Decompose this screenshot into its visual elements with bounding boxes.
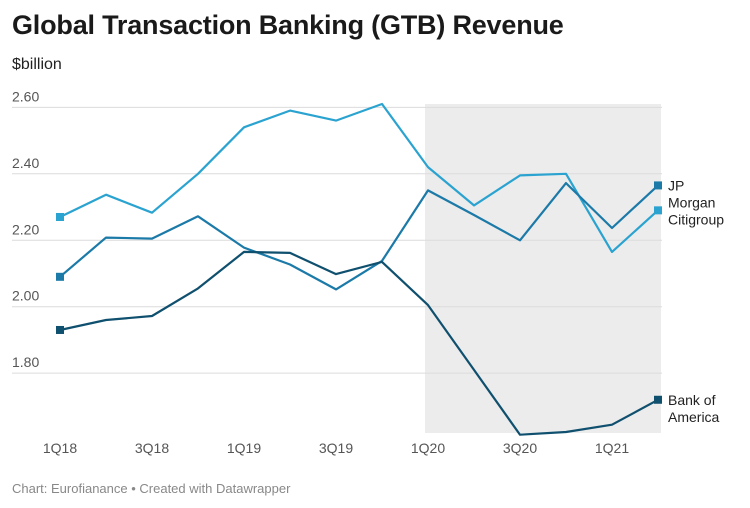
chart-subtitle: $billion: [12, 56, 62, 73]
y-tick-label: 2.40: [12, 155, 39, 171]
x-tick-label: 1Q18: [43, 440, 77, 456]
y-tick-label: 1.80: [12, 354, 39, 370]
x-tick-label: 1Q21: [595, 440, 629, 456]
x-tick-label: 3Q19: [319, 440, 353, 456]
series-line: [58, 250, 660, 436]
highlight-band: [425, 104, 661, 433]
series-end-marker: [654, 181, 662, 190]
series-line: [58, 102, 660, 253]
x-tick-label: 3Q20: [503, 440, 537, 456]
series-start-marker: [56, 325, 64, 334]
y-tick-label: 2.20: [12, 221, 39, 237]
series-label: Citigroup: [668, 211, 724, 227]
series-end-marker: [654, 395, 662, 404]
x-tick-label: 3Q18: [135, 440, 169, 456]
y-tick-label: 2.60: [12, 88, 39, 104]
series-line: [58, 182, 660, 291]
series-end-marker: [654, 206, 662, 215]
x-tick-label: 1Q19: [227, 440, 261, 456]
chart-footer: Chart: Eurofianance • Created with Dataw…: [12, 481, 291, 496]
y-tick-label: 2.00: [12, 288, 39, 304]
series-start-marker: [56, 272, 64, 281]
series-start-marker: [56, 212, 64, 221]
series-label: JP: [668, 177, 684, 193]
series-label: America: [668, 409, 720, 425]
series-label: Bank of: [668, 392, 716, 408]
series-label: Morgan: [668, 194, 715, 210]
chart-title: Global Transaction Banking (GTB) Revenue: [12, 10, 564, 40]
x-tick-label: 1Q20: [411, 440, 445, 456]
